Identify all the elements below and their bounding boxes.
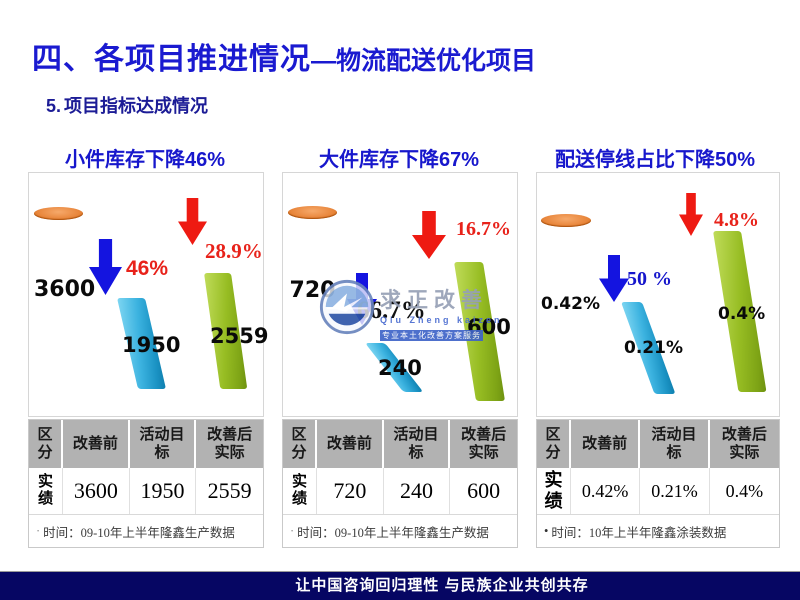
watermark-latin: Qiu Zheng kaizen: [380, 315, 503, 325]
slide-title: 四、各项目推进情况—物流配送优化项目: [32, 34, 536, 78]
footer-slogan: 让中国咨询回归理性 与民族企业共创共存: [295, 577, 589, 594]
panel3-title: 配送停线占比下降50%: [554, 149, 756, 171]
panel3-bar-after-value: 0.4%: [718, 304, 766, 324]
panel1-drop-actual: 28.9%: [205, 239, 263, 263]
table-header-row: 区分 改善前 活动目标 改善后实际: [537, 420, 779, 468]
footer-bar: 让中国咨询回归理性 与民族企业共创共存: [0, 571, 800, 600]
panel2-title: 大件库存下降67%: [318, 149, 480, 171]
cell-after: 0.4%: [725, 480, 764, 501]
cell-before: 3600: [63, 468, 130, 514]
cell-after: 2559: [207, 478, 252, 503]
panel1-title: 小件库存下降46%: [64, 149, 226, 171]
table-header-row: 区分 改善前 活动目标 改善后实际: [29, 420, 263, 468]
header-cell-after: 改善后实际: [721, 427, 767, 461]
header-cell-before: 改善前: [63, 420, 130, 468]
table-header-row: 区分 改善前 活动目标 改善后实际: [283, 420, 517, 468]
row-label: 实绩: [537, 468, 571, 514]
note-text: 时间：10年上半年隆鑫涂装数据: [551, 525, 727, 540]
header-cell-after: 改善后实际: [207, 427, 253, 461]
panel1-drop-target: 46%: [126, 257, 169, 280]
panel3-bar-before-value: 0.42%: [541, 294, 600, 314]
watermark-name: 求正改善: [380, 289, 488, 312]
panel2-bar-target-value: 240: [378, 356, 422, 380]
section-subtitle: 5. 项目指标达成情况: [46, 92, 208, 118]
panel2-source-note: · 时间：09-10年上半年隆鑫生产数据: [283, 514, 517, 547]
watermark-tagline: 专业本土化改善方案服务: [380, 330, 483, 341]
slide-title-suffix: —物流配送优化项目: [311, 47, 537, 75]
watermark-text: 求正改善 Qiu Zheng kaizen 专业本土化改善方案服务: [380, 278, 503, 343]
note-text: 时间：09-10年上半年隆鑫生产数据: [297, 525, 489, 540]
panel3-drop-actual: 4.8%: [714, 209, 759, 231]
down-arrow-blue-icon: [599, 255, 629, 302]
down-arrow-red-icon: [679, 193, 703, 236]
panel1-bar-before-value: 3600: [34, 277, 96, 302]
cell-before: 0.42%: [571, 468, 641, 514]
subtitle-text: 项目指标达成情况: [64, 96, 209, 116]
header-cell-before: 改善前: [317, 420, 384, 468]
cylinder-cap: [34, 207, 83, 220]
kaizen-logo-icon: [319, 279, 375, 335]
header-cell-target: 活动目标: [384, 420, 451, 468]
note-bullet: ·: [36, 523, 41, 538]
down-arrow-red-icon: [412, 211, 446, 259]
panel3-bar-before: 0.42%: [541, 214, 600, 396]
cell-target: 0.21%: [640, 468, 710, 514]
header-cell-target: 活动目标: [640, 420, 710, 468]
header-cell-category: 区分: [283, 420, 317, 468]
cell-before: 720: [317, 468, 384, 514]
table-data-row: 实绩 720 240 600: [283, 468, 517, 514]
panel1-table: 区分 改善前 活动目标 改善后实际 实绩 3600 1950 2559 · 时间：…: [28, 419, 264, 548]
panel1-bar-before: 3600: [34, 207, 96, 396]
cylinder-body: [34, 213, 83, 396]
panel3-table: 区分 改善前 活动目标 改善后实际 实绩 0.42% 0.21% 0.4% • 时…: [536, 419, 780, 548]
cylinder-cap: [288, 206, 337, 219]
down-arrow-red-icon: [178, 198, 207, 245]
panel3-chart: 0.42% 50 % 0.21% 4.8% 0.4%: [536, 172, 780, 417]
row-label: 实绩: [283, 468, 317, 514]
panel3-bar-target-value: 0.21%: [624, 338, 683, 358]
header-cell-category: 区分: [29, 420, 63, 468]
note-bullet: •: [544, 523, 549, 538]
slide-title-main: 四、各项目推进情况: [32, 43, 311, 76]
panel1-bar-target-value: 1950: [122, 333, 181, 357]
note-text: 时间：09-10年上半年隆鑫生产数据: [43, 525, 235, 540]
panel2-table: 区分 改善前 活动目标 改善后实际 实绩 720 240 600 · 时间：09-…: [282, 419, 518, 548]
panel1-chart: 3600 46% 1950 28.9% 2559: [28, 172, 268, 417]
panel2-drop-actual: 16.7%: [456, 218, 511, 240]
header-cell-category: 区分: [537, 420, 571, 468]
header-cell-target: 活动目标: [130, 420, 197, 468]
panel1-bar-after-value: 2559: [210, 324, 269, 348]
note-bullet: ·: [290, 523, 295, 538]
row-label: 实绩: [29, 468, 63, 514]
header-cell-after: 改善后实际: [461, 427, 507, 461]
cell-after: 600: [467, 478, 501, 503]
table-data-row: 实绩 3600 1950 2559: [29, 468, 263, 514]
panel1-source-note: · 时间：09-10年上半年隆鑫生产数据: [29, 514, 263, 547]
cylinder-cap: [541, 214, 591, 227]
panel3-source-note: • 时间：10年上半年隆鑫涂装数据: [537, 514, 779, 547]
watermark: 求正改善 Qiu Zheng kaizen 专业本土化改善方案服务: [318, 278, 503, 343]
subtitle-number: 5.: [46, 96, 62, 116]
cell-target: 1950: [130, 468, 197, 514]
cell-target: 240: [384, 468, 451, 514]
header-cell-before: 改善前: [571, 420, 641, 468]
panel3-drop-target: 50 %: [627, 268, 672, 290]
table-data-row: 实绩 0.42% 0.21% 0.4%: [537, 468, 779, 514]
